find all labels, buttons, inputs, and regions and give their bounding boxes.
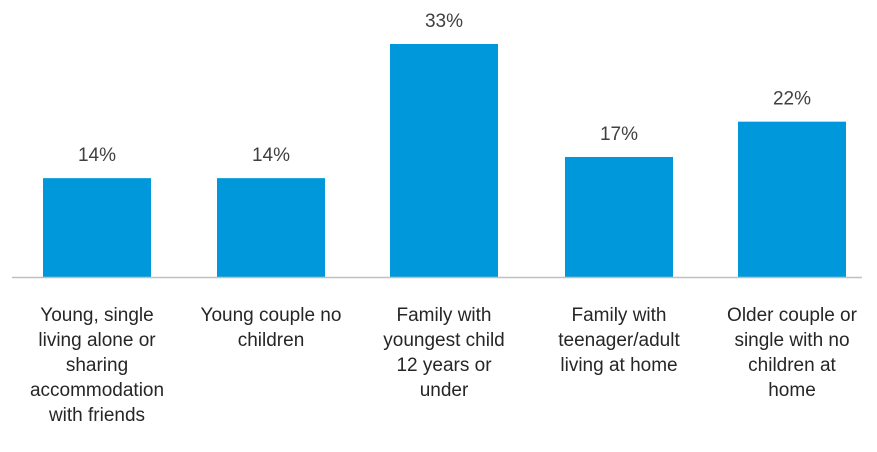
- bars-group: [43, 44, 846, 278]
- value-label-4: 17%: [600, 124, 638, 145]
- category-label-1-line-3: sharing: [66, 355, 128, 376]
- bar-4: [565, 156, 673, 277]
- category-label-1-line-2: living alone or: [38, 330, 156, 351]
- category-label-3-line-2: youngest child: [383, 330, 504, 351]
- value-label-3: 33%: [425, 11, 463, 32]
- category-label-5-line-4: home: [768, 380, 816, 401]
- category-label-3-line-3: 12 years or: [396, 355, 492, 376]
- category-label-1-line-4: accommodation: [30, 380, 164, 401]
- category-label-4-line-2: teenager/adult: [558, 330, 680, 351]
- category-label-4-line-3: living at home: [560, 355, 677, 376]
- value-label-5: 22%: [773, 89, 811, 110]
- category-label-5-line-1: Older couple or: [727, 305, 858, 326]
- bar-2: [217, 178, 325, 277]
- category-label-2-line-2: children: [238, 330, 305, 351]
- category-label-1-line-1: Young, single: [40, 305, 153, 326]
- category-label-5-line-2: single with no: [734, 330, 849, 351]
- value-label-2: 14%: [252, 145, 290, 166]
- category-label-5-line-3: children at: [748, 355, 836, 376]
- category-label-1-line-5: with friends: [48, 405, 145, 426]
- category-label-4-line-1: Family with: [571, 305, 666, 326]
- value-labels-group: 14% 14% 33% 17% 22%: [78, 11, 811, 166]
- category-labels-group: Young, single living alone or sharing accom…: [30, 305, 858, 426]
- category-label-3-line-4: under: [420, 380, 469, 401]
- category-label-3-line-1: Family with: [396, 305, 491, 326]
- category-label-2-line-1: Young couple no: [201, 305, 342, 326]
- bar-3: [390, 44, 498, 277]
- bar-5: [738, 121, 846, 278]
- bar-1: [43, 178, 151, 277]
- value-label-1: 14%: [78, 145, 116, 166]
